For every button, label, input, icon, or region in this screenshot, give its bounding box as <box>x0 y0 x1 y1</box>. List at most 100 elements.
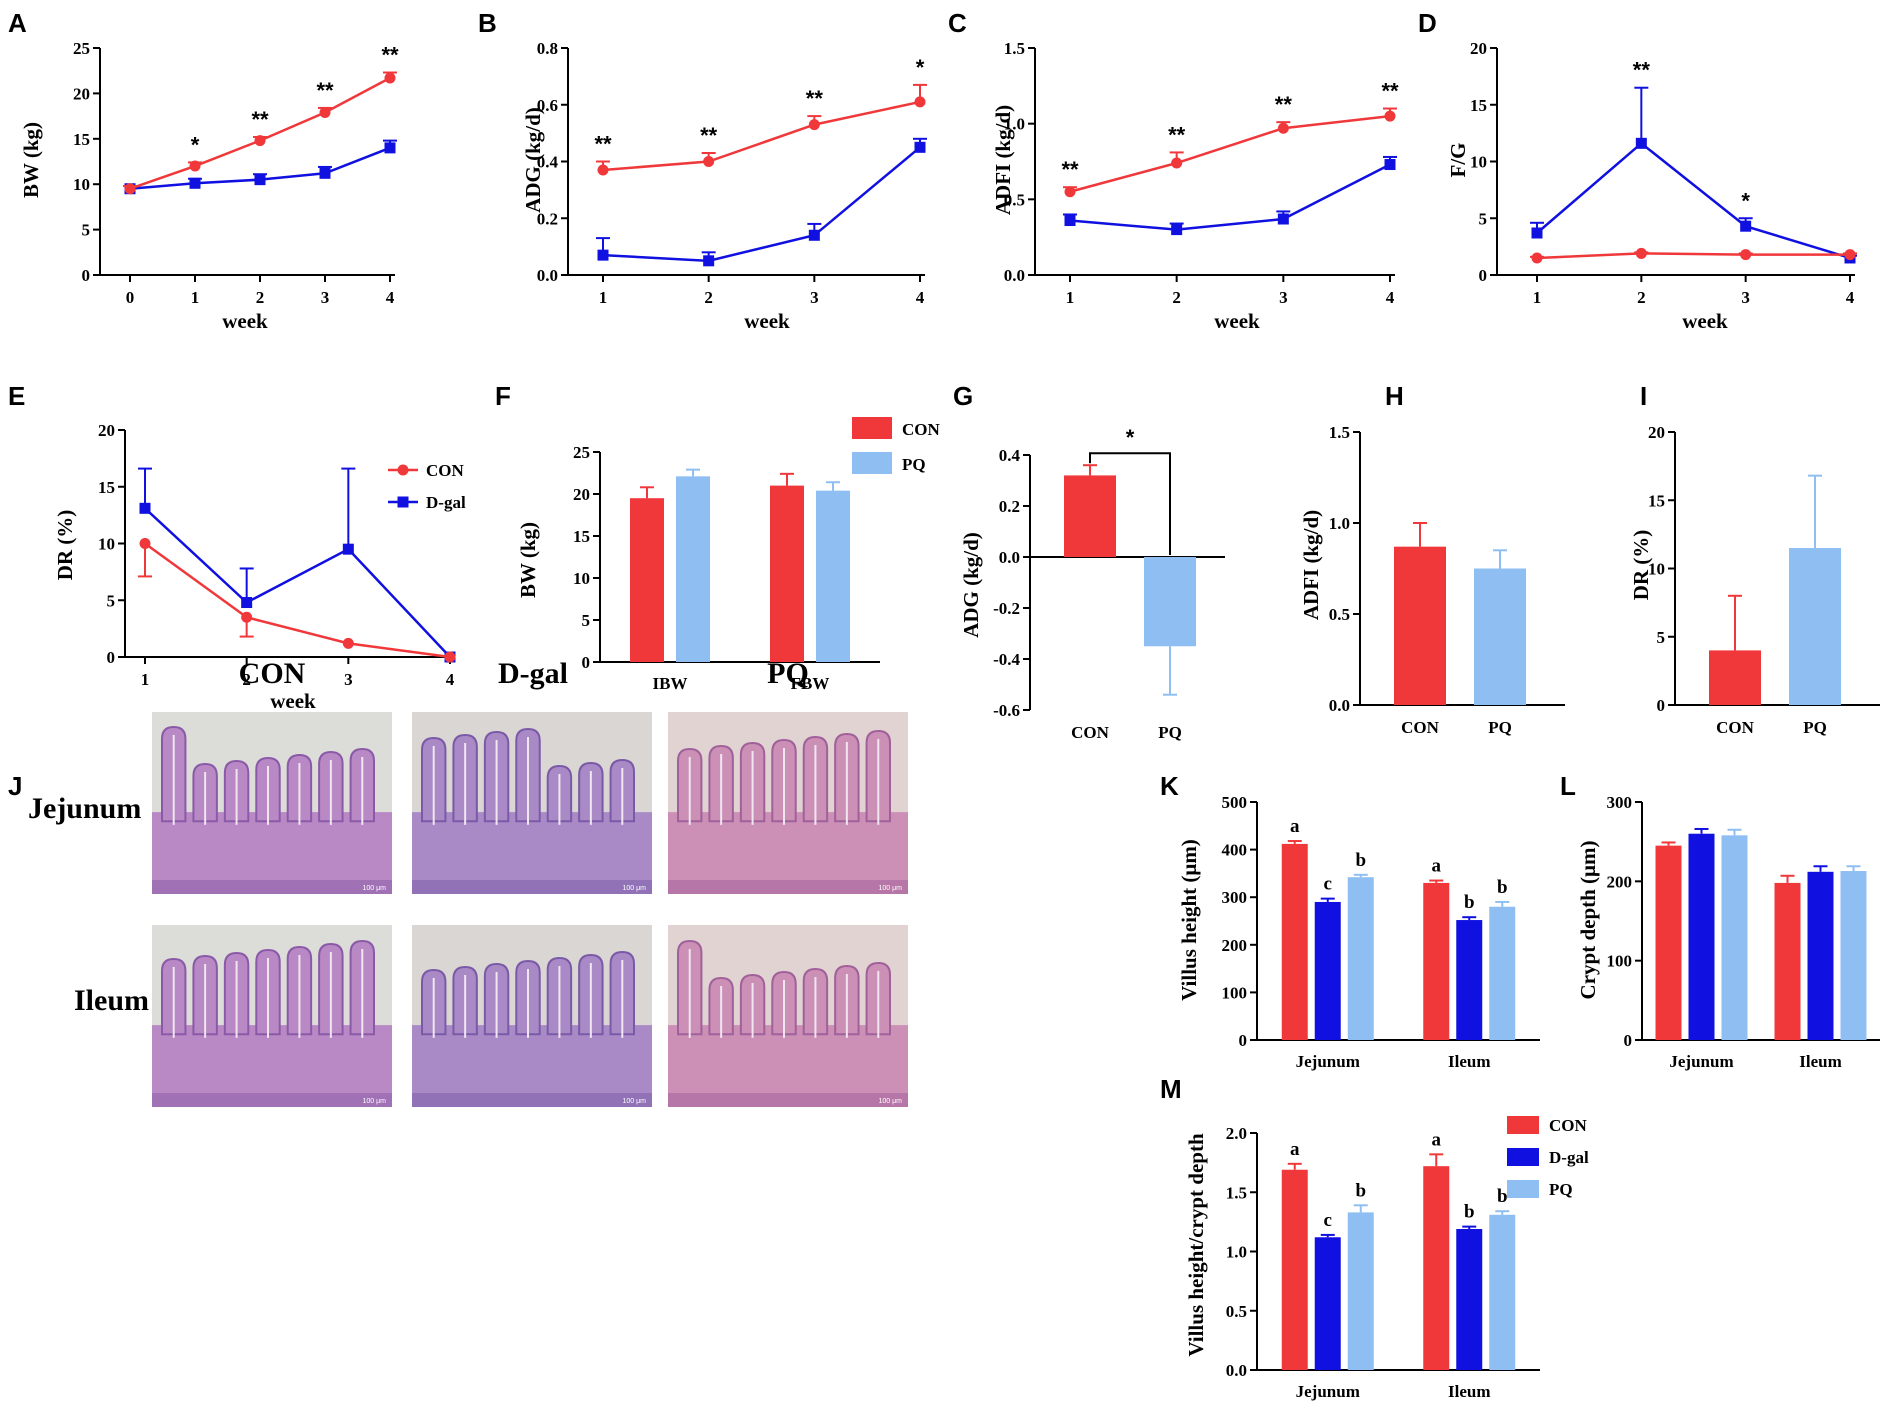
legend-swatch <box>1507 1116 1539 1134</box>
scale-bar-label: 100 μm <box>879 885 903 892</box>
panel-label-L: L <box>1560 771 1576 801</box>
data-point-dgal <box>254 174 266 186</box>
histology-image: 100 μm <box>668 925 908 1107</box>
data-point-con <box>444 651 456 663</box>
significance-letter: b <box>1497 877 1508 898</box>
legend-label: CON <box>902 420 941 439</box>
bar-con <box>1774 882 1801 1040</box>
x-tick-label: 1 <box>1066 288 1075 307</box>
histology-column-title: PQ <box>767 657 809 690</box>
y-tick-label: 0.0 <box>537 266 558 285</box>
bar-dgal <box>1807 871 1834 1040</box>
significance-marker: ** <box>806 86 824 111</box>
legend-label: D-gal <box>426 493 466 512</box>
significance-marker: ** <box>1275 92 1293 117</box>
histology-image: 100 μm <box>152 712 392 894</box>
y-tick-label: 5 <box>107 591 116 610</box>
bar-pq <box>1347 877 1374 1040</box>
data-point-con <box>1064 186 1076 198</box>
data-point-con <box>808 119 820 131</box>
data-point-dgal <box>1277 213 1289 225</box>
bar-pq <box>1474 568 1526 705</box>
y-tick-label: 0 <box>1239 1031 1248 1050</box>
y-tick-label: 1.0 <box>1004 115 1025 134</box>
y-tick-label: 0 <box>1624 1031 1633 1050</box>
panel-label-D: D <box>1418 8 1437 38</box>
x-tick-label: 2 <box>256 288 265 307</box>
data-point-con <box>189 160 201 172</box>
x-axis-label: week <box>744 309 790 333</box>
x-axis-label: week <box>1682 309 1728 333</box>
series-line-con <box>129 76 391 190</box>
panel-label-C: C <box>948 8 967 38</box>
significance-marker: * <box>191 132 200 157</box>
histology-row-label: Ileum <box>74 984 149 1017</box>
y-axis-label: BW (kg) <box>516 522 540 598</box>
panel-label-A: A <box>8 8 27 38</box>
y-axis-label: DR (%) <box>53 510 77 581</box>
significance-letter: a <box>1290 816 1300 837</box>
x-tick-label: 2 <box>1172 288 1181 307</box>
y-tick-label: 10 <box>73 175 90 194</box>
x-tick-label: 3 <box>810 288 819 307</box>
x-tick-label: 4 <box>386 288 395 307</box>
x-tick-label: PQ <box>1158 723 1182 742</box>
significance-marker: ** <box>316 78 334 103</box>
y-tick-label: 20 <box>573 485 590 504</box>
x-tick-label: CON <box>1716 718 1755 737</box>
y-axis-label: DR (%) <box>1629 530 1653 601</box>
y-tick-label: 15 <box>1470 96 1487 115</box>
x-tick-label: Jejunum <box>1669 1052 1733 1071</box>
y-tick-label: -0.6 <box>993 701 1020 720</box>
scale-bar-label: 100 μm <box>879 1098 903 1105</box>
significance-letter: a <box>1432 856 1442 877</box>
scale-bar-label: 100 μm <box>623 1098 647 1105</box>
panel-label-E: E <box>8 381 25 411</box>
y-tick-label: 25 <box>73 39 90 58</box>
y-tick-label: 0 <box>1479 266 1488 285</box>
x-tick-label: Jejunum <box>1296 1382 1360 1401</box>
y-tick-label: 0.4 <box>537 153 559 172</box>
data-point-dgal <box>319 167 331 179</box>
x-tick-label: PQ <box>1803 718 1827 737</box>
y-tick-label: 0 <box>82 266 91 285</box>
significance-marker: ** <box>594 132 612 157</box>
y-tick-label: 25 <box>573 443 590 462</box>
bar-dgal <box>1314 1237 1341 1370</box>
data-point-con <box>384 72 396 84</box>
bar-pq <box>1789 548 1841 705</box>
bar-dgal <box>1314 901 1341 1040</box>
significance-letter: b <box>1355 850 1366 871</box>
y-tick-label: 5 <box>1479 209 1488 228</box>
bar-pq <box>1347 1212 1374 1370</box>
chart-H: 0.0 0.5 1.0 1.5 ADFI (kg/d) CON PQ <box>1299 423 1565 737</box>
chart-G: -0.6 -0.4 -0.2 0.0 0.2 0.4 ADG (kg/d) CON PQ * <box>959 425 1225 742</box>
data-point-dgal <box>703 255 715 267</box>
bar-pq <box>1721 835 1748 1040</box>
x-tick-label: 1 <box>1533 288 1542 307</box>
data-point-dgal <box>1531 227 1543 239</box>
scale-bar-label: 100 μm <box>363 1098 387 1105</box>
x-axis-label: week <box>222 309 268 333</box>
y-tick-label: 10 <box>1470 153 1487 172</box>
data-point-dgal <box>241 597 253 609</box>
significance-letter: c <box>1324 1210 1332 1231</box>
x-tick-label: 0 <box>126 288 135 307</box>
data-point-dgal <box>1171 224 1183 236</box>
y-tick-label: 15 <box>1648 491 1665 510</box>
x-axis-label: week <box>270 689 316 713</box>
panel-label-M: M <box>1160 1074 1182 1104</box>
significance-marker: * <box>1741 188 1750 213</box>
significance-letter: b <box>1464 892 1475 913</box>
data-point-dgal <box>1740 220 1752 232</box>
y-tick-label: 15 <box>73 130 90 149</box>
y-axis-label: ADG (kg/d) <box>521 107 545 213</box>
chart-I: 0 5 10 15 20 DR (%) CON PQ <box>1629 423 1880 737</box>
x-tick-label: 1 <box>191 288 200 307</box>
significance-letter: c <box>1324 874 1332 895</box>
x-tick-label: 2 <box>242 670 251 689</box>
data-point-con <box>1844 249 1856 261</box>
x-tick-label: CON <box>1071 723 1110 742</box>
significance-letter: b <box>1464 1202 1475 1223</box>
x-tick-label: 4 <box>1846 288 1855 307</box>
